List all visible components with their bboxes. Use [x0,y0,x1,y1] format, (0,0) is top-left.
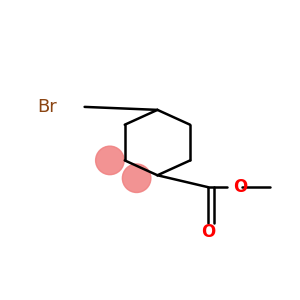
Circle shape [122,164,151,193]
Text: Br: Br [38,98,57,116]
Circle shape [96,146,124,175]
Text: O: O [201,223,215,241]
Text: O: O [233,178,248,196]
